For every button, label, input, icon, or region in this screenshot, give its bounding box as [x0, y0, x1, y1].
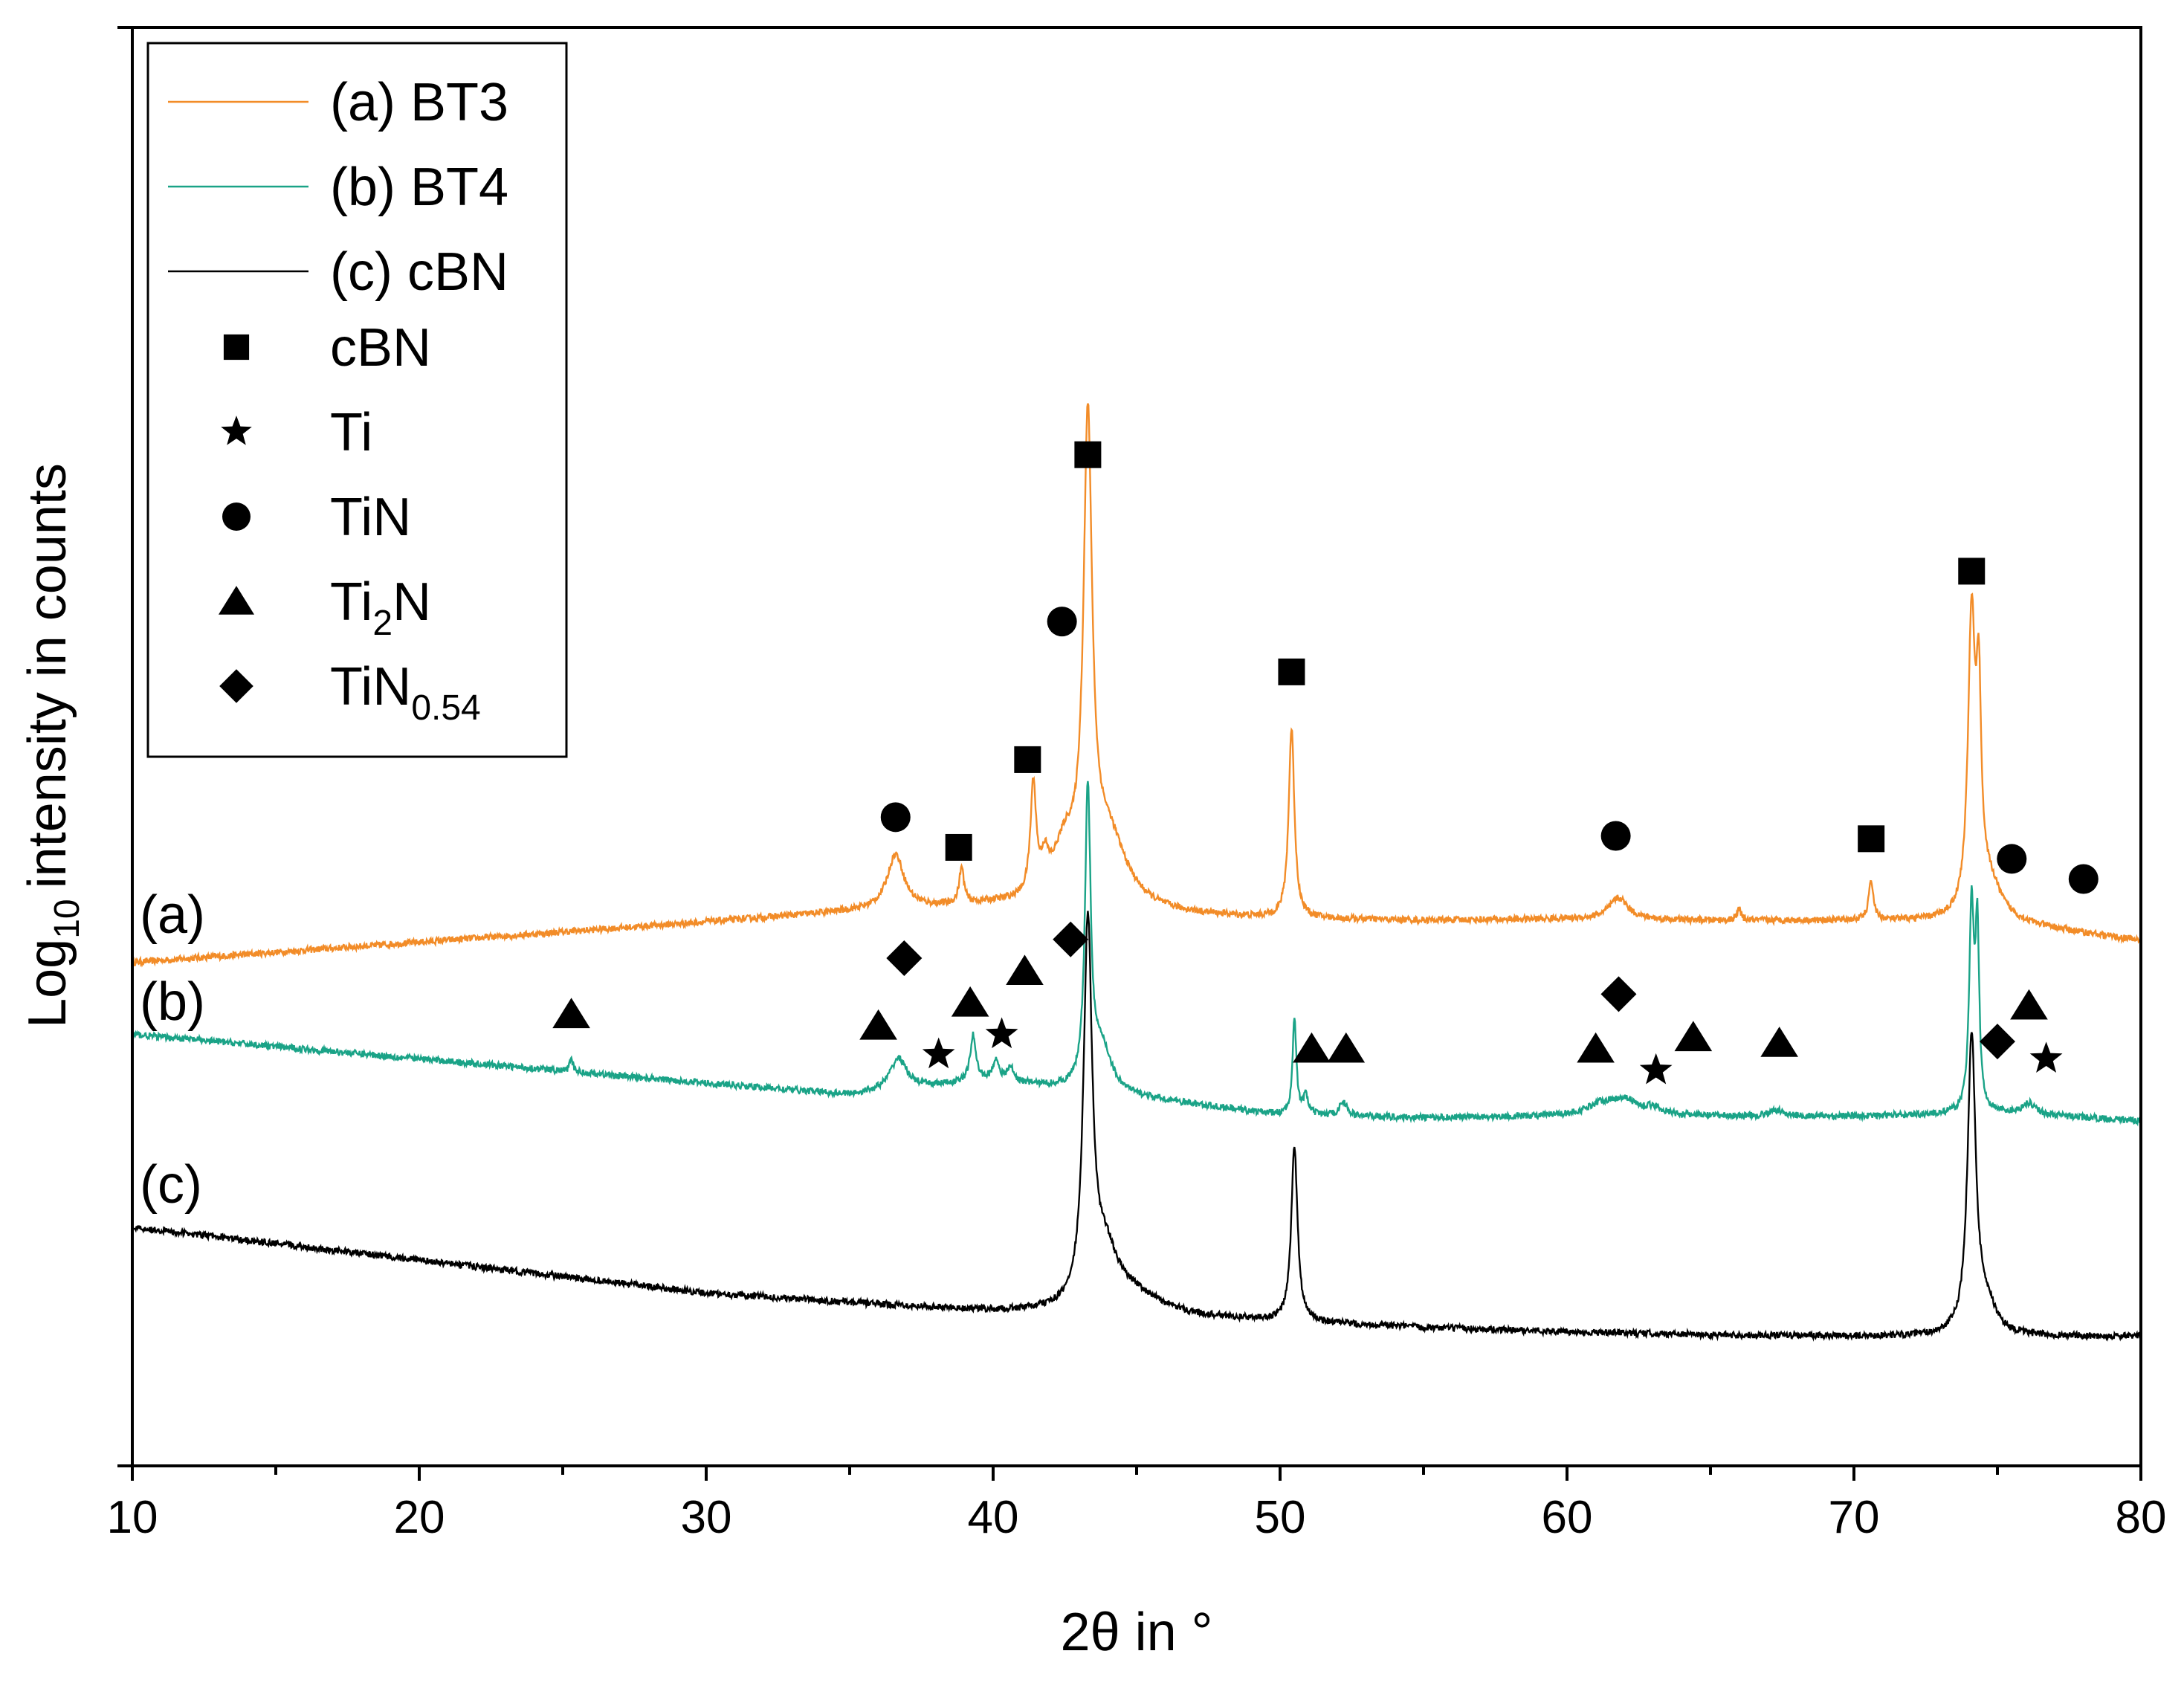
- x-tick-label-40: 40: [968, 1492, 1019, 1543]
- marker-ti2n-triangle-2: [951, 986, 989, 1017]
- marker-ti-star-2: [1639, 1053, 1673, 1085]
- marker-tin-circle-2: [1600, 821, 1631, 851]
- legend-circle-icon: [222, 503, 251, 531]
- legend: (a) BT3 (b) BT4 (c) cBN cBN Ti TiN Ti2N TiN0.54: [146, 42, 568, 758]
- marker-ti2n-triangle-3: [1006, 954, 1044, 986]
- marker-ti2n-triangle-7: [1674, 1021, 1713, 1052]
- x-ticks: 10 20 30 40 50 60 70 80: [107, 1466, 2167, 1543]
- marker-ti2n-triangle-9: [2010, 989, 2048, 1020]
- y-axis-title-prefix: Log: [18, 939, 77, 1028]
- x-tick-label-80: 80: [2116, 1492, 2167, 1543]
- x-tick-label-10: 10: [107, 1492, 158, 1543]
- marker-ti2n-triangle-4: [1293, 1032, 1331, 1063]
- phase-marker-layer: [552, 441, 2099, 1085]
- marker-cbn-square-2: [1014, 746, 1041, 773]
- marker-ti2n-triangle-0: [552, 998, 590, 1029]
- x-axis-title: 2θ in °: [1061, 1603, 1213, 1662]
- trace-c: [131, 911, 2142, 1342]
- marker-tin054-diamond-3: [1980, 1024, 2015, 1060]
- legend-symbol-label-4: TiN0.54: [330, 657, 481, 728]
- marker-tin-circle-4: [2068, 864, 2099, 894]
- svg-text:Log10intensity in counts: Log10 intensity in counts: [18, 463, 87, 1028]
- marker-tin054-diamond-0: [886, 940, 923, 976]
- legend-symbol-label-0: cBN: [330, 318, 431, 378]
- trace-layer: [131, 403, 2142, 1342]
- legend-star-icon: [221, 416, 252, 445]
- marker-ti-star-0: [922, 1037, 955, 1069]
- marker-tin-circle-3: [1997, 844, 2027, 874]
- marker-tin054-diamond-2: [1600, 976, 1637, 1012]
- trace-label-b: (b): [140, 972, 205, 1032]
- legend-square-icon: [223, 334, 250, 361]
- x-tick-label-70: 70: [1829, 1492, 1880, 1543]
- y-axis-title-subscript: 10: [48, 899, 87, 938]
- marker-cbn-square-0: [1074, 441, 1102, 468]
- trace-b: [132, 781, 2142, 1127]
- marker-ti-star-3: [2029, 1041, 2063, 1073]
- trace-label-c: (c): [140, 1155, 202, 1215]
- legend-box: [146, 42, 568, 758]
- x-tick-label-20: 20: [394, 1492, 445, 1543]
- legend-symbol-label-1: Ti: [330, 403, 372, 462]
- legend-label-a: (a) BT3: [330, 73, 508, 132]
- trace-a: [131, 403, 2142, 968]
- legend-symbol-label-3: Ti2N: [330, 572, 431, 643]
- y-ticks: [117, 26, 132, 1467]
- marker-tin054-diamond-1: [1053, 921, 1089, 957]
- marker-tin-circle-1: [880, 802, 911, 833]
- legend-diamond-icon: [219, 669, 253, 703]
- legend-symbol-label-2: TiN: [330, 488, 411, 547]
- trace-label-layer: (a) (b) (c): [140, 885, 205, 1215]
- y-axis-title-main: intensity in counts: [18, 463, 77, 888]
- marker-cbn-square-4: [1858, 825, 1885, 853]
- marker-ti2n-triangle-6: [1577, 1032, 1615, 1063]
- marker-ti2n-triangle-5: [1327, 1032, 1366, 1063]
- marker-ti2n-triangle-8: [1760, 1027, 1798, 1057]
- marker-ti-star-1: [985, 1017, 1018, 1049]
- marker-cbn-square-3: [1278, 658, 1305, 685]
- marker-tin-circle-0: [1047, 607, 1077, 637]
- trace-label-a: (a): [140, 885, 205, 945]
- marker-cbn-square-5: [1958, 558, 1986, 585]
- y-axis-title: Log10 intensity in counts: [18, 463, 87, 1028]
- legend-label-c: (c) cBN: [330, 242, 508, 302]
- legend-triangle-icon: [218, 586, 255, 615]
- marker-cbn-square-1: [945, 833, 972, 861]
- legend-label-b: (b) BT4: [330, 158, 508, 217]
- marker-ti2n-triangle-1: [859, 1009, 897, 1040]
- x-tick-label-30: 30: [681, 1492, 732, 1543]
- x-tick-label-60: 60: [1542, 1492, 1593, 1543]
- x-tick-label-50: 50: [1255, 1492, 1306, 1543]
